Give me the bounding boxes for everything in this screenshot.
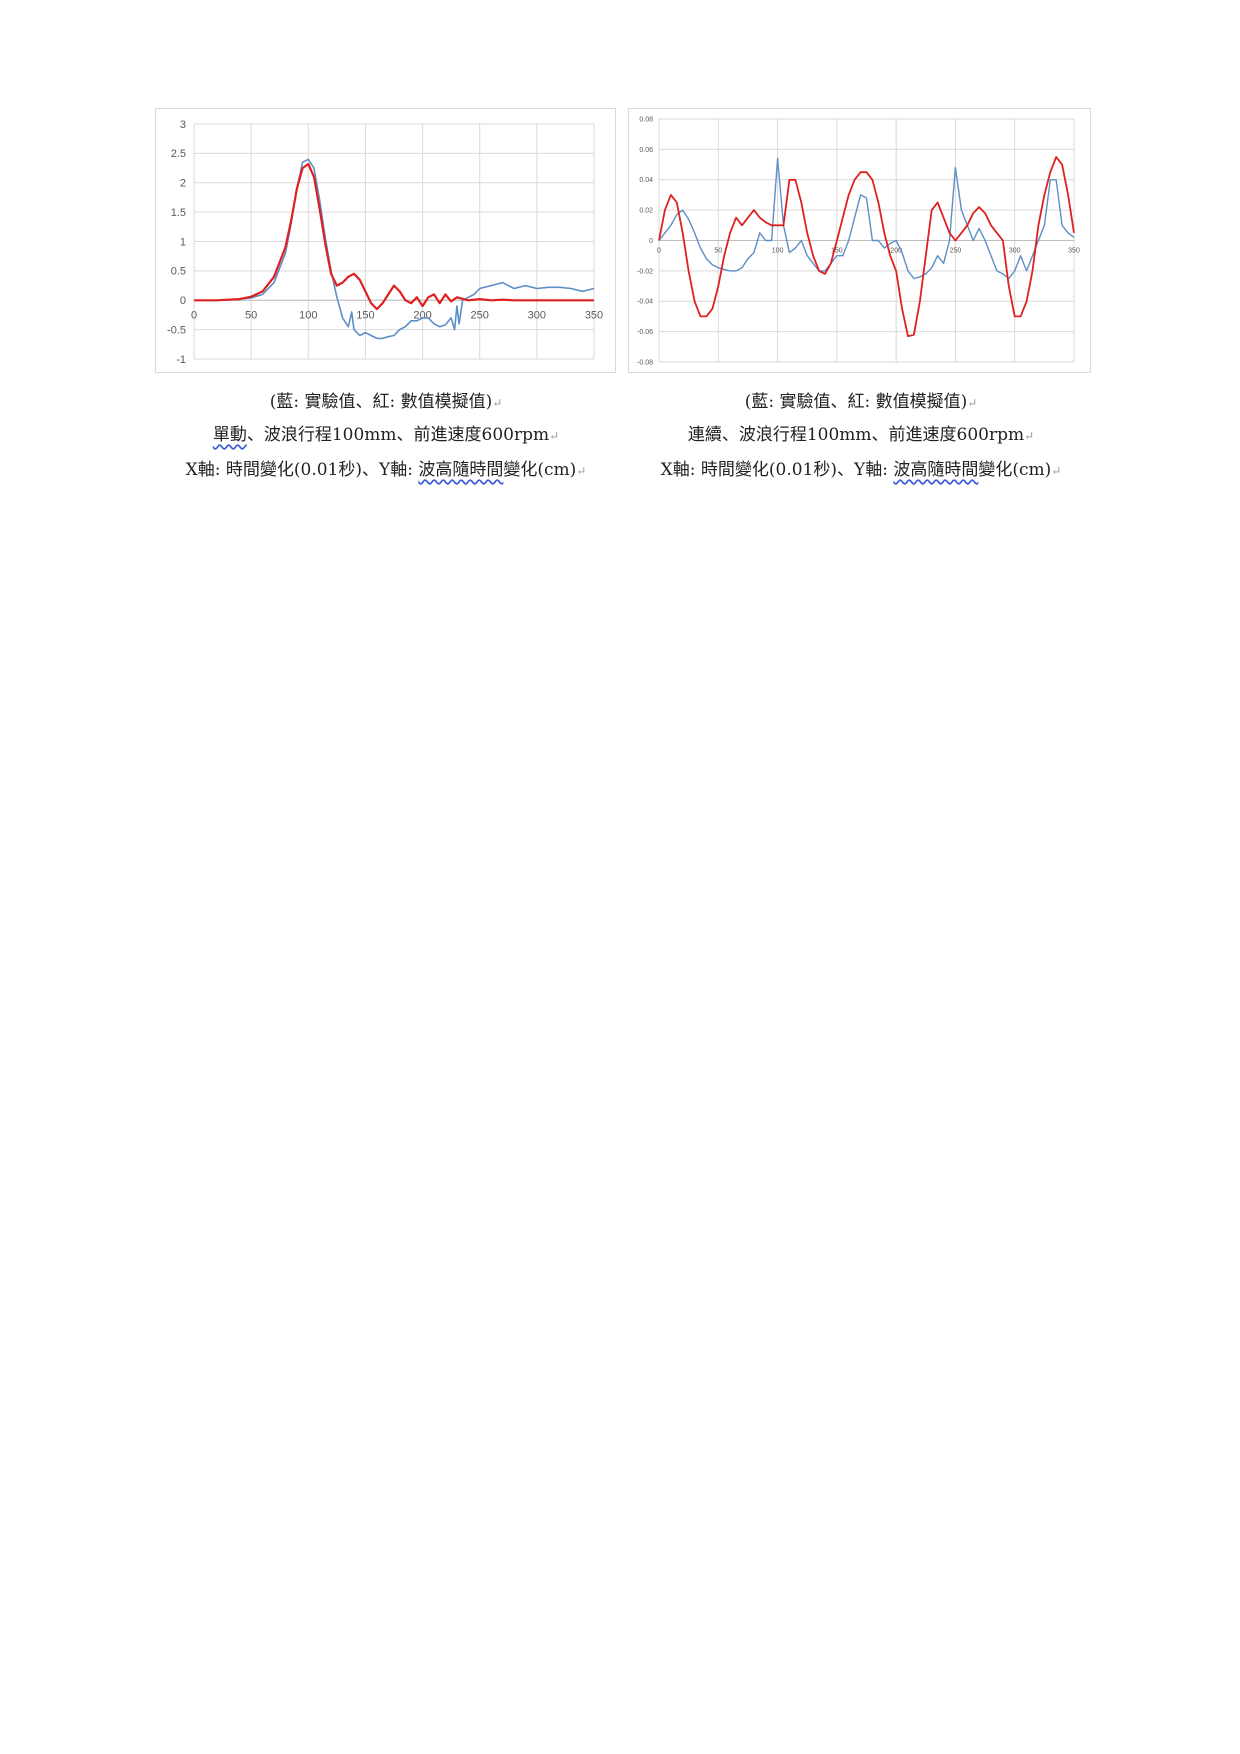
series-line-simulation (658, 156, 1075, 338)
x-tick-label: 100 (772, 248, 784, 255)
x-tick-label: 50 (245, 309, 257, 321)
caption-right-axes: X軸: 時間變化(0.01秒)、Y軸: 波高隨時間變化(cm)↵ (630, 460, 1092, 481)
paragraph-mark: ↵ (967, 396, 978, 410)
paragraph-mark: ↵ (1051, 464, 1062, 478)
x-tick-label: 100 (299, 309, 317, 321)
paragraph-mark: ↵ (576, 464, 587, 478)
x-tick-label: 300 (1009, 248, 1021, 255)
series-line-experimental (194, 158, 595, 340)
caption-right-legend: (藍: 實驗值、紅: 數值模擬值)↵ (630, 392, 1092, 413)
chart-single-wave: -1 -0.5 0 0.5 1 1.5 2 2.5 3 0 50 100 150 200 250 300 350 (155, 108, 616, 373)
paragraph-mark: ↵ (492, 396, 503, 410)
y-tick-label: 0.02 (639, 208, 653, 215)
x-tick-label: 250 (950, 248, 962, 255)
x-tick-label: 250 (471, 309, 489, 321)
paragraph-mark: ↵ (549, 429, 560, 443)
x-tick-label: 350 (585, 309, 603, 321)
chart-continuous-wave: 0.08 0.06 0.04 0.02 0 -0.02 -0.04 -0.06 -0.08 0 50… (628, 108, 1091, 373)
caption-left-legend: (藍: 實驗值、紅: 數值模擬值)↵ (155, 392, 617, 413)
y-tick-label: 1 (180, 236, 186, 248)
y-tick-label: -0.5 (167, 324, 186, 336)
y-tick-label: -0.02 (637, 268, 653, 275)
caption-left-axes-end: 變化(cm) (503, 460, 577, 480)
caption-left-axes: X軸: 時間變化(0.01秒)、Y軸: 波高隨時間變化(cm)↵ (155, 460, 617, 481)
paragraph-mark: ↵ (1024, 429, 1035, 443)
caption-right-axes-word: 波高隨時間 (893, 460, 979, 480)
y-tick-label: -0.08 (637, 359, 653, 366)
x-tick-label: 50 (714, 248, 722, 255)
chart-continuous-wave-svg: 0.08 0.06 0.04 0.02 0 -0.02 -0.04 -0.06 -0.08 0 50… (637, 116, 1080, 366)
y-tick-label: 1.5 (171, 207, 186, 219)
y-tick-label: -0.06 (637, 329, 653, 336)
y-tick-label: 0.5 (171, 266, 186, 278)
y-tick-label: 0 (180, 295, 186, 307)
x-tick-label: 150 (356, 309, 374, 321)
caption-right-axes-end: 變化(cm) (978, 460, 1052, 480)
caption-left-legend-text: (藍: 實驗值、紅: 數值模擬值) (269, 392, 493, 412)
y-tick-label: 0 (649, 238, 653, 245)
x-tick-label: 0 (657, 248, 661, 255)
caption-left-condition-text: 、波浪行程100mm、前進速度600rpm (246, 425, 550, 445)
x-tick-label: 0 (191, 309, 197, 321)
caption-left-axes-word: 波高隨時間 (418, 460, 504, 480)
x-tick-label: 350 (1068, 248, 1080, 255)
caption-right-condition: 連續、波浪行程100mm、前進速度600rpm↵ (630, 425, 1092, 446)
y-tick-label: 3 (180, 119, 186, 131)
caption-right-axes-start: X軸: 時間變化(0.01秒)、Y軸: (660, 460, 894, 480)
y-tick-label: -1 (176, 354, 186, 366)
y-tick-label: 0.06 (639, 147, 653, 154)
caption-left-mode-word: 單動 (212, 425, 247, 445)
caption-right-condition-text: 連續、波浪行程100mm、前進速度600rpm (687, 425, 1025, 445)
y-tick-label: 0.04 (639, 177, 653, 184)
x-tick-label: 150 (831, 248, 843, 255)
x-tick-label: 200 (890, 248, 902, 255)
chart-single-wave-svg: -1-0.500.511.522.530 50 100 150 200 250 300 350 (167, 119, 603, 366)
caption-right-legend-text: (藍: 實驗值、紅: 數值模擬值) (744, 392, 968, 412)
series-line-simulation (194, 162, 594, 311)
y-tick-label: 2 (180, 178, 186, 190)
series-line-experimental (658, 157, 1075, 280)
caption-left-axes-start: X軸: 時間變化(0.01秒)、Y軸: (185, 460, 419, 480)
y-tick-label: -0.04 (637, 299, 653, 306)
y-tick-label: 0.08 (639, 116, 653, 123)
x-tick-label: 300 (528, 309, 546, 321)
y-tick-label: 2.5 (171, 148, 186, 160)
caption-left-condition: 單動、波浪行程100mm、前進速度600rpm↵ (155, 425, 617, 446)
